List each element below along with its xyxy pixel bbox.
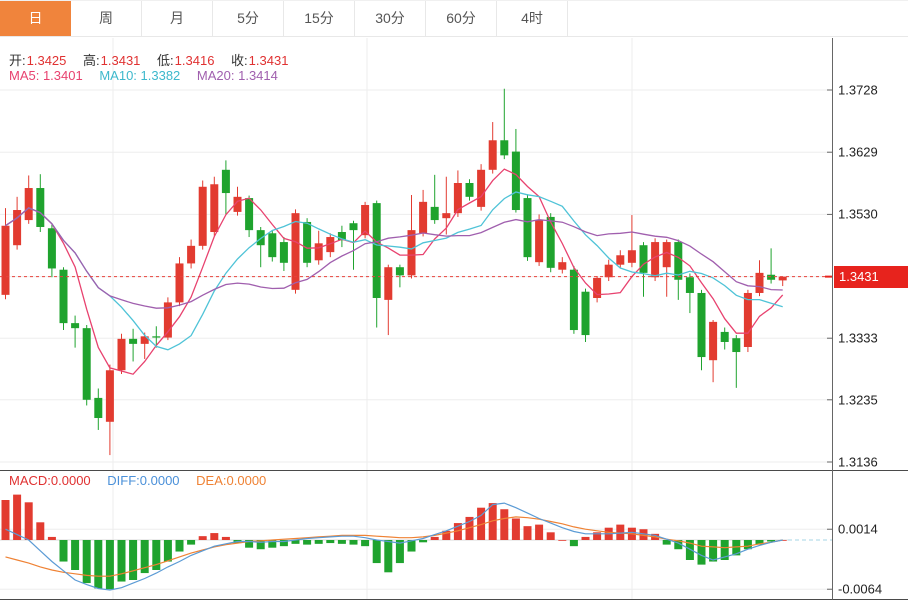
price-tick-label: 1.3136 (838, 454, 878, 470)
tab-timeframe-1[interactable]: 周 (71, 1, 142, 36)
price-tick-label: 1.3235 (838, 392, 878, 408)
macd-tick-label: -0.0064 (838, 581, 883, 597)
price-tick-label: 1.3530 (838, 206, 878, 222)
current-price-tag: 1.3431 (834, 265, 908, 288)
tab-timeframe-7[interactable]: 4时 (497, 1, 568, 36)
tab-timeframe-4[interactable]: 15分 (284, 1, 355, 36)
macd-tick-label: 0.0014 (838, 521, 878, 537)
tab-timeframe-6[interactable]: 60分 (426, 1, 497, 36)
price-tick-label: 1.3728 (838, 82, 878, 98)
tab-timeframe-0[interactable]: 日 (0, 1, 71, 36)
tab-timeframe-2[interactable]: 月 (142, 1, 213, 36)
tab-timeframe-5[interactable]: 30分 (355, 1, 426, 36)
price-tick-label: 1.3333 (838, 330, 878, 346)
candlestick-chart[interactable] (0, 37, 908, 605)
price-tick-label: 1.3629 (838, 144, 878, 160)
chart-area: 开:1.3425 高:1.3431 低:1.3416 收:1.3431 MA5:… (0, 37, 908, 605)
tab-timeframe-3[interactable]: 5分 (213, 1, 284, 36)
current-price-value: 1.3431 (839, 268, 879, 284)
timeframe-tabbar: 日周月 5分 15分 30分 60分 4时 (0, 0, 908, 37)
